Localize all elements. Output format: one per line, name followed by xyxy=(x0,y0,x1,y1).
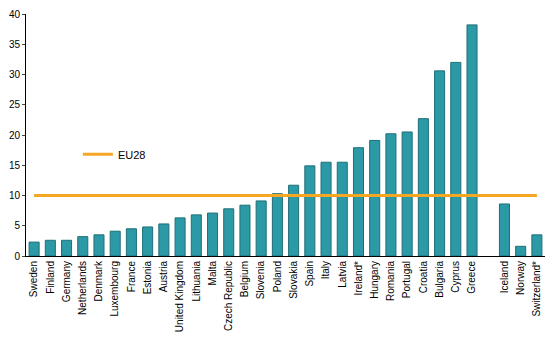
svg-text:Greece: Greece xyxy=(466,261,477,294)
svg-text:Finland: Finland xyxy=(45,261,56,294)
svg-text:EU28: EU28 xyxy=(118,149,146,161)
svg-text:Bulgaria: Bulgaria xyxy=(434,261,445,298)
svg-text:Latvia: Latvia xyxy=(337,261,348,288)
svg-text:5: 5 xyxy=(14,220,20,231)
svg-text:Netherlands: Netherlands xyxy=(77,261,88,315)
svg-text:Denmark: Denmark xyxy=(93,260,104,302)
svg-text:Iceland: Iceland xyxy=(499,261,510,293)
svg-text:Cyprus: Cyprus xyxy=(450,261,461,293)
svg-text:Romania: Romania xyxy=(385,261,396,301)
svg-text:10: 10 xyxy=(9,190,21,201)
svg-text:25: 25 xyxy=(9,99,21,110)
svg-text:United Kingdom: United Kingdom xyxy=(174,261,185,332)
svg-text:Belgium: Belgium xyxy=(239,261,250,297)
svg-text:Ireland*: Ireland* xyxy=(353,261,364,296)
svg-text:Czech Republic: Czech Republic xyxy=(223,261,234,331)
svg-text:Spain: Spain xyxy=(304,261,315,287)
svg-text:Switzerland*: Switzerland* xyxy=(531,261,542,317)
svg-text:40: 40 xyxy=(9,9,21,20)
svg-text:Slovenia: Slovenia xyxy=(255,261,266,300)
svg-text:Italy: Italy xyxy=(320,261,331,279)
svg-text:Estonia: Estonia xyxy=(142,261,153,295)
svg-text:0: 0 xyxy=(14,251,20,262)
svg-text:Portugal: Portugal xyxy=(401,261,412,298)
svg-text:30: 30 xyxy=(9,69,21,80)
svg-text:Lithuania: Lithuania xyxy=(191,261,202,302)
svg-text:20: 20 xyxy=(9,130,21,141)
svg-text:Sweden: Sweden xyxy=(28,261,39,297)
svg-text:15: 15 xyxy=(9,160,21,171)
svg-text:Poland: Poland xyxy=(272,261,283,292)
svg-text:35: 35 xyxy=(9,39,21,50)
svg-text:France: France xyxy=(126,261,137,293)
svg-text:Croatia: Croatia xyxy=(418,261,429,294)
svg-text:Norway: Norway xyxy=(515,261,526,295)
svg-text:Malta: Malta xyxy=(207,261,218,286)
svg-text:Luxembourg: Luxembourg xyxy=(109,261,120,317)
svg-text:Germany: Germany xyxy=(61,261,72,302)
svg-text:Slovakia: Slovakia xyxy=(288,261,299,299)
svg-text:Hungary: Hungary xyxy=(369,261,380,299)
svg-text:Austria: Austria xyxy=(158,261,169,293)
